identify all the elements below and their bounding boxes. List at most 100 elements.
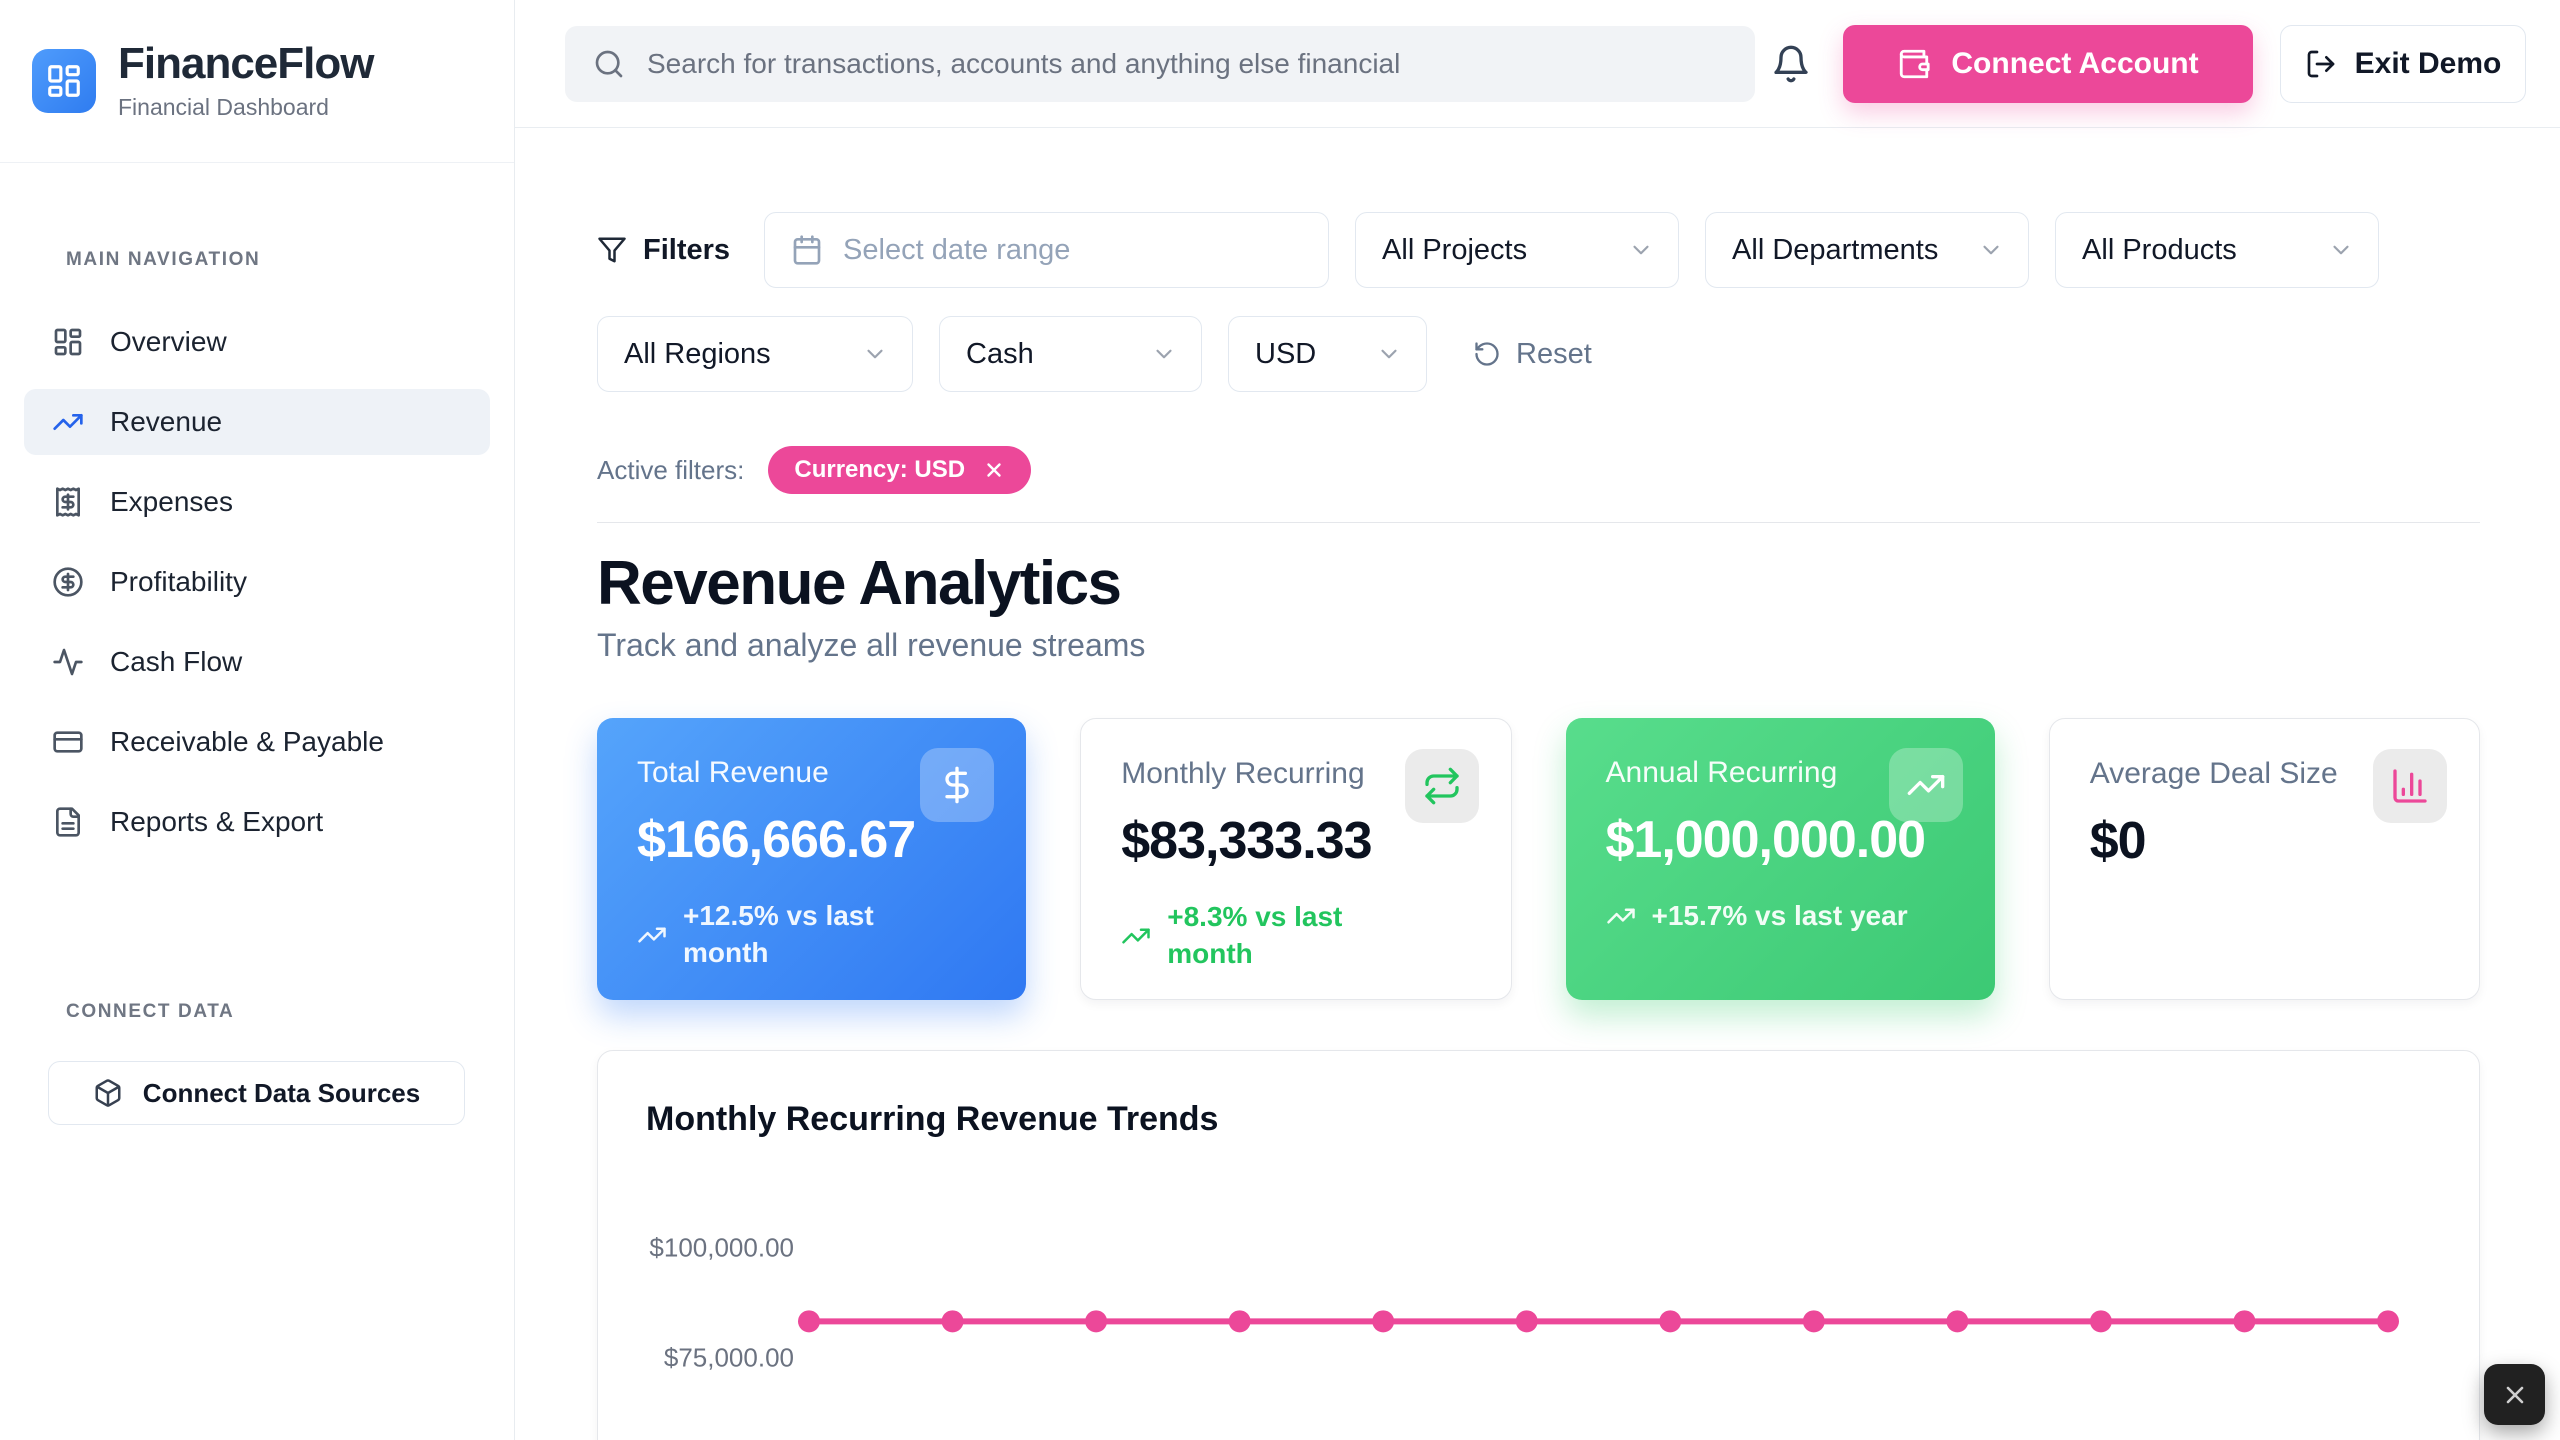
chevron-down-icon (1983, 245, 1999, 255)
sidebar-item-revenue[interactable]: Revenue (24, 389, 490, 455)
file-text-icon (56, 807, 80, 837)
trending-up-icon (1606, 908, 1635, 924)
trending-up-icon (1888, 748, 1963, 823)
metric-card-monthly-recurring: Monthly Recurring $83,333.33 +8.3% vs la… (1080, 718, 1512, 1001)
exit-demo-button[interactable]: Exit Demo (2280, 25, 2526, 103)
receipt-icon (56, 487, 80, 517)
sidebar-item-reports-export[interactable]: Reports & Export (24, 789, 490, 855)
metric-value: $0 (2089, 812, 2147, 871)
currency-filter-chip[interactable]: Currency: USD (768, 446, 1032, 494)
nav-section-label: MAIN NAVIGATION (66, 249, 261, 270)
main-navigation: Overview Revenue Expenses Profitability … (24, 309, 490, 855)
filters-row-2: All Regions Cash USD Reset (597, 316, 2480, 392)
close-icon[interactable] (983, 459, 1005, 481)
sidebar-item-label: Reports & Export (110, 806, 324, 837)
app-tagline: Financial Dashboard (118, 94, 329, 121)
metric-value: $166,666.67 (637, 811, 916, 870)
sidebar-item-receivable-payable[interactable]: Receivable & Payable (24, 709, 490, 775)
connect-account-button[interactable]: Connect Account (1843, 25, 2253, 103)
sidebar-item-overview[interactable]: Overview (24, 309, 490, 375)
sidebar-item-label: Profitability (110, 566, 247, 597)
metric-card-total-revenue: Total Revenue $166,666.67 +12.5% vs last… (597, 718, 1027, 1001)
bell-icon (1774, 45, 1808, 83)
brand: FinanceFlow Financial Dashboard (0, 0, 514, 163)
active-filters-row: Active filters: Currency: USD (597, 446, 2480, 494)
data-point[interactable] (2377, 1310, 2399, 1333)
close-icon (2506, 1386, 2523, 1403)
dollar-icon (920, 748, 995, 823)
search-input[interactable] (647, 48, 1727, 80)
main-content: Filters Select date range All Projects A… (515, 128, 2560, 1440)
calendar-icon (793, 235, 821, 265)
data-point[interactable] (1372, 1310, 1395, 1333)
filters-row-1: Filters Select date range All Projects A… (597, 212, 2480, 288)
exit-demo-label: Exit Demo (2354, 47, 2502, 80)
metric-card-annual-recurring: Annual Recurring $1,000,000.00 +15.7% vs… (1565, 718, 1995, 1001)
topbar: Connect Account Exit Demo (515, 0, 2560, 128)
chevron-down-icon (1381, 349, 1397, 359)
repeat-icon (1404, 749, 1479, 824)
mrr-trends-chart-card: Monthly Recurring Revenue Trends $100,00… (597, 1050, 2480, 1440)
circle-dollar-icon (53, 567, 83, 597)
sidebar-item-label: Cash Flow (110, 646, 243, 677)
data-point[interactable] (2233, 1310, 2256, 1333)
data-point[interactable] (1515, 1310, 1538, 1333)
metric-label: Total Revenue (637, 756, 829, 790)
package-icon (95, 1079, 121, 1107)
connect-data-sources-label: Connect Data Sources (142, 1077, 421, 1108)
products-select[interactable]: All Products (2055, 212, 2380, 288)
sidebar-item-cash-flow[interactable]: Cash Flow (24, 629, 490, 695)
date-range-placeholder: Select date range (843, 233, 1071, 266)
date-range-input[interactable]: Select date range (764, 212, 1330, 288)
connect-section-label: CONNECT DATA (66, 1001, 235, 1022)
metric-label: Monthly Recurring (1121, 757, 1365, 791)
metric-trend: +12.5% vs last month (637, 898, 986, 971)
data-point[interactable] (941, 1310, 964, 1333)
data-point[interactable] (1085, 1310, 1108, 1333)
page-subtitle: Track and analyze all revenue streams (597, 627, 1146, 664)
data-point[interactable] (1659, 1310, 1682, 1333)
projects-select[interactable]: All Projects (1355, 212, 1680, 288)
active-filters-label: Active filters: (597, 454, 745, 485)
notifications-button[interactable] (1763, 36, 1819, 92)
section-divider (597, 522, 2480, 523)
metric-trend: +8.3% vs last month (1121, 899, 1470, 972)
data-point[interactable] (2089, 1310, 2112, 1333)
trending-up-icon (1122, 928, 1150, 944)
app-logo-icon (32, 49, 96, 113)
metric-trend: +15.7% vs last year (1606, 898, 1955, 934)
data-point[interactable] (1946, 1310, 1969, 1333)
revenue-trend-line (798, 1310, 2399, 1333)
layout-dashboard-icon (54, 328, 82, 356)
search-icon (595, 50, 623, 78)
data-point[interactable] (1228, 1310, 1251, 1333)
dismiss-overlay-button[interactable] (2484, 1364, 2545, 1425)
activity-icon (53, 648, 83, 676)
page-title: Revenue Analytics (597, 549, 1122, 618)
chevron-down-icon (867, 349, 883, 359)
trending-up-icon (638, 927, 666, 943)
y-axis-tick: $100,000.00 (649, 1232, 794, 1263)
sidebar-item-label: Overview (110, 326, 227, 357)
departments-select[interactable]: All Departments (1705, 212, 2030, 288)
sidebar-item-expenses[interactable]: Expenses (24, 469, 490, 535)
log-out-icon (2307, 50, 2334, 78)
mrr-trend-chart: $100,000.00$75,000.00$50,000.00 (646, 1171, 2431, 1440)
sidebar-item-label: Revenue (110, 406, 223, 437)
payment-method-select[interactable]: Cash (939, 316, 1202, 392)
sidebar-item-profitability[interactable]: Profitability (24, 549, 490, 615)
connect-data-sources-button[interactable]: Connect Data Sources (48, 1061, 465, 1125)
metric-value: $1,000,000.00 (1605, 811, 1927, 870)
trending-up-icon (53, 414, 83, 430)
data-point[interactable] (798, 1310, 820, 1333)
filters-title: Filters (597, 234, 730, 267)
wallet-icon (1900, 49, 1930, 79)
reset-filters-button[interactable]: Reset (1473, 338, 1592, 371)
metric-value: $83,333.33 (1121, 812, 1372, 871)
connect-account-label: Connect Account (1951, 47, 2199, 80)
search-bar[interactable] (565, 26, 1755, 102)
data-point[interactable] (1802, 1310, 1825, 1333)
regions-select[interactable]: All Regions (597, 316, 913, 392)
currency-select[interactable]: USD (1228, 316, 1427, 392)
chart-title: Monthly Recurring Revenue Trends (646, 1100, 1219, 1139)
